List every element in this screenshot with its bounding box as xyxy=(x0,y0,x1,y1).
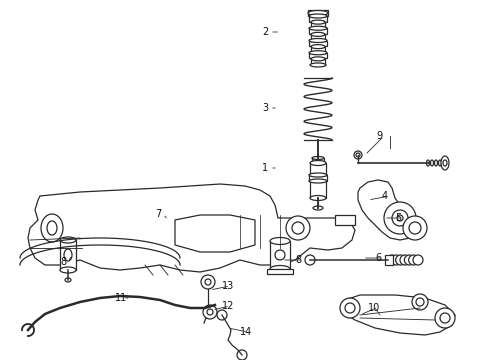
Bar xyxy=(335,215,355,225)
Ellipse shape xyxy=(41,214,63,242)
Text: 8: 8 xyxy=(295,255,301,265)
Ellipse shape xyxy=(426,160,430,166)
Circle shape xyxy=(201,275,215,289)
Ellipse shape xyxy=(275,250,285,260)
Ellipse shape xyxy=(354,151,362,159)
Polygon shape xyxy=(175,215,255,252)
Ellipse shape xyxy=(309,14,327,18)
Ellipse shape xyxy=(310,195,326,201)
Ellipse shape xyxy=(311,45,325,49)
Circle shape xyxy=(403,216,427,240)
Bar xyxy=(310,163,326,198)
Text: 11: 11 xyxy=(115,293,127,303)
Bar xyxy=(311,34,325,40)
Circle shape xyxy=(404,255,415,265)
Circle shape xyxy=(205,279,211,285)
Ellipse shape xyxy=(309,39,327,42)
Circle shape xyxy=(435,308,455,328)
Ellipse shape xyxy=(309,51,327,55)
Text: 13: 13 xyxy=(222,281,234,291)
Bar xyxy=(312,158,324,163)
Text: 10: 10 xyxy=(368,303,380,313)
Ellipse shape xyxy=(431,160,434,166)
Circle shape xyxy=(392,210,408,226)
Ellipse shape xyxy=(311,20,325,24)
Ellipse shape xyxy=(441,156,449,170)
Text: 7: 7 xyxy=(155,209,161,219)
Ellipse shape xyxy=(439,160,441,166)
Ellipse shape xyxy=(310,161,326,166)
Bar xyxy=(309,28,327,34)
Ellipse shape xyxy=(64,249,72,261)
Text: 3: 3 xyxy=(262,103,268,113)
Ellipse shape xyxy=(65,278,71,282)
Bar xyxy=(311,47,325,52)
Circle shape xyxy=(409,222,421,234)
Circle shape xyxy=(409,255,418,265)
Circle shape xyxy=(217,310,227,320)
Ellipse shape xyxy=(309,173,327,177)
Bar xyxy=(311,59,325,64)
Text: 12: 12 xyxy=(222,301,234,311)
Ellipse shape xyxy=(310,63,326,67)
Circle shape xyxy=(345,303,355,313)
Circle shape xyxy=(397,215,403,221)
Text: 14: 14 xyxy=(240,327,252,337)
Circle shape xyxy=(440,313,450,323)
Ellipse shape xyxy=(311,57,325,61)
Ellipse shape xyxy=(435,160,438,166)
Circle shape xyxy=(340,298,360,318)
Bar xyxy=(311,22,325,28)
Polygon shape xyxy=(342,295,455,335)
Bar xyxy=(60,240,76,270)
Ellipse shape xyxy=(270,266,290,273)
Polygon shape xyxy=(28,184,355,272)
Circle shape xyxy=(384,202,416,234)
Text: 2: 2 xyxy=(262,27,268,37)
Bar xyxy=(267,269,293,274)
Bar xyxy=(309,41,327,46)
Text: 9: 9 xyxy=(376,131,382,141)
Circle shape xyxy=(413,255,423,265)
Ellipse shape xyxy=(60,267,76,273)
Bar xyxy=(309,16,327,22)
Ellipse shape xyxy=(312,157,324,159)
Ellipse shape xyxy=(309,179,327,183)
Ellipse shape xyxy=(47,221,57,235)
Text: 5: 5 xyxy=(395,213,401,223)
Circle shape xyxy=(416,298,424,306)
Circle shape xyxy=(207,309,213,315)
Circle shape xyxy=(395,255,406,265)
Ellipse shape xyxy=(356,153,360,157)
Text: 8: 8 xyxy=(60,257,66,267)
Ellipse shape xyxy=(309,26,327,30)
Text: 1: 1 xyxy=(262,163,268,173)
Ellipse shape xyxy=(308,10,328,15)
Bar xyxy=(308,10,328,16)
Bar xyxy=(385,255,393,265)
Ellipse shape xyxy=(312,162,324,165)
Ellipse shape xyxy=(443,160,447,166)
Polygon shape xyxy=(358,180,422,240)
Circle shape xyxy=(400,255,410,265)
Circle shape xyxy=(286,216,310,240)
Circle shape xyxy=(203,305,217,319)
Circle shape xyxy=(412,294,428,310)
Circle shape xyxy=(305,255,315,265)
Ellipse shape xyxy=(60,237,76,243)
Ellipse shape xyxy=(313,206,323,210)
Ellipse shape xyxy=(311,32,325,36)
Circle shape xyxy=(237,350,247,360)
Text: 4: 4 xyxy=(382,191,388,201)
Circle shape xyxy=(392,255,401,265)
Bar xyxy=(309,53,327,58)
Circle shape xyxy=(292,222,304,234)
Ellipse shape xyxy=(270,238,290,244)
Text: 6: 6 xyxy=(375,253,381,263)
Circle shape xyxy=(387,255,397,265)
Bar xyxy=(309,175,327,181)
Bar xyxy=(270,241,290,269)
